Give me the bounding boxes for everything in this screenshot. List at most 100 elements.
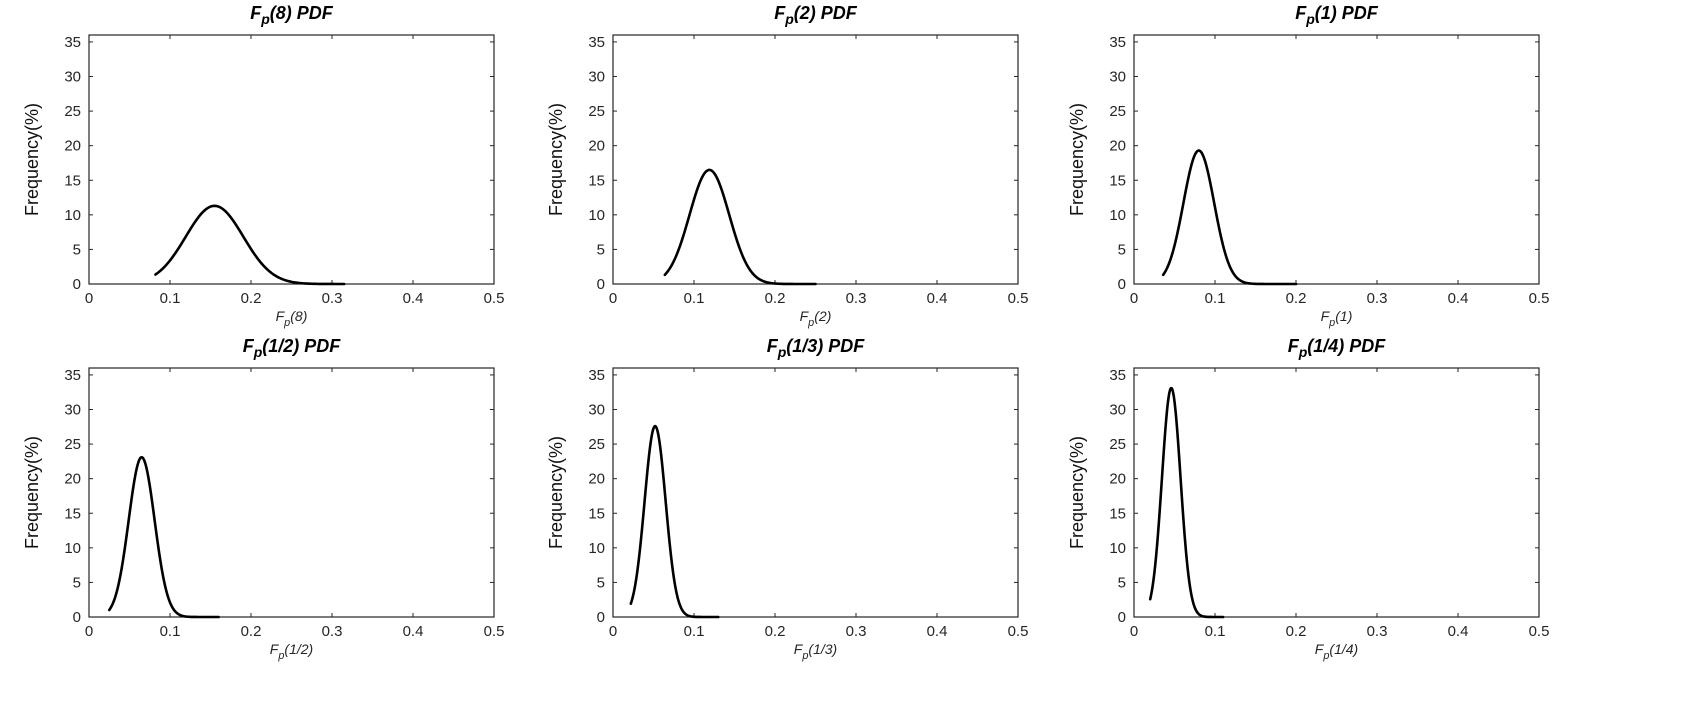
x-tick-label: 0.2 xyxy=(241,623,262,640)
y-tick-label: 0 xyxy=(597,609,605,626)
chart-title: Fp(8) PDF xyxy=(250,3,334,27)
x-tick-label: 0.4 xyxy=(403,290,424,307)
x-tick-label: 0.4 xyxy=(403,623,424,640)
y-tick-label: 20 xyxy=(64,138,81,155)
y-tick-label: 0 xyxy=(73,276,81,293)
y-tick-label: 35 xyxy=(64,34,81,51)
plot-area-box xyxy=(612,367,1019,618)
chart-title: Fp(1/4) PDF xyxy=(1288,336,1387,360)
y-tick-label: 30 xyxy=(588,69,605,86)
y-tick-label: 10 xyxy=(1109,207,1126,224)
chart-title-sub: p xyxy=(1298,344,1308,360)
x-axis-label: Fp(1/3) xyxy=(794,641,837,662)
x-tick-label: 0 xyxy=(609,623,617,640)
x-axis-label-sub: p xyxy=(283,317,290,329)
y-tick-label: 15 xyxy=(1109,505,1126,522)
chart-title-rest: (1/2) PDF xyxy=(262,336,341,356)
y-axis-label: Frequency(%) xyxy=(1067,103,1087,216)
subplot-3: 0 0.1 0.2 0.3 0.4 0.5 0 5 10 15 20 25 30 35 Frequency(… xyxy=(1067,3,1549,329)
subplot-6: 0 0.1 0.2 0.3 0.4 0.5 0 5 10 15 20 25 30 35 Frequency(… xyxy=(1067,336,1549,662)
y-tick-label: 35 xyxy=(64,367,81,384)
chart-title-main: F xyxy=(1295,3,1307,23)
chart-title-rest: (2) PDF xyxy=(794,3,858,23)
y-axis-label: Frequency(%) xyxy=(1067,436,1087,549)
x-axis-label: Fp(2) xyxy=(800,308,832,329)
y-tick-label: 35 xyxy=(588,34,605,51)
y-tick-label: 5 xyxy=(73,241,81,258)
subplot-5: 0 0.1 0.2 0.3 0.4 0.5 0 5 10 15 20 25 30 35 Frequency(… xyxy=(546,336,1028,662)
x-tick-label: 0.1 xyxy=(160,623,181,640)
y-tick-label: 30 xyxy=(1109,402,1126,419)
x-axis-label-rest: (1) xyxy=(1335,308,1352,324)
y-tick-label: 5 xyxy=(1118,574,1126,591)
y-tick-label: 30 xyxy=(64,69,81,86)
x-tick-label: 0.4 xyxy=(1448,290,1469,307)
subplot-4: 0 0.1 0.2 0.3 0.4 0.5 0 5 10 15 20 25 30 35 Frequency(… xyxy=(22,336,504,662)
chart-title-main: F xyxy=(250,3,262,23)
x-tick-label: 0.2 xyxy=(1286,623,1307,640)
pdf-curve-series-1 xyxy=(154,204,346,286)
y-axis-label: Frequency(%) xyxy=(546,103,566,216)
y-axis-label: Frequency(%) xyxy=(22,436,42,549)
x-tick-label: 0.1 xyxy=(1205,623,1226,640)
x-axis-label-main: F xyxy=(270,641,280,657)
chart-title-rest: (1/3) PDF xyxy=(786,336,865,356)
y-axis-label: Frequency(%) xyxy=(546,436,566,549)
y-tick-label: 15 xyxy=(1109,172,1126,189)
y-tick-label: 5 xyxy=(597,241,605,258)
x-axis-label-sub: p xyxy=(277,650,284,662)
y-axis-label: Frequency(%) xyxy=(22,103,42,216)
x-axis-label: Fp(8) xyxy=(276,308,308,329)
chart-title: Fp(1/3) PDF xyxy=(767,336,866,360)
y-tick-label: 20 xyxy=(588,138,605,155)
y-tick-label: 30 xyxy=(588,402,605,419)
y-tick-label: 20 xyxy=(64,471,81,488)
y-tick-label: 15 xyxy=(588,172,605,189)
chart-title-main: F xyxy=(767,336,779,356)
x-tick-label: 0.5 xyxy=(1008,290,1029,307)
y-tick-label: 5 xyxy=(73,574,81,591)
x-axis-label-main: F xyxy=(276,308,286,324)
pdf-curve-series-1 xyxy=(663,168,817,286)
y-tick-label: 15 xyxy=(64,505,81,522)
x-axis-label-main: F xyxy=(1315,641,1325,657)
y-tick-label: 10 xyxy=(64,207,81,224)
x-axis-label-sub: p xyxy=(801,650,808,662)
y-tick-label: 25 xyxy=(588,436,605,453)
x-tick-label: 0.4 xyxy=(927,290,948,307)
y-tick-label: 0 xyxy=(73,609,81,626)
chart-title-sub: p xyxy=(253,344,263,360)
y-tick-label: 10 xyxy=(1109,540,1126,557)
x-axis-label-rest: (1/4) xyxy=(1329,641,1358,657)
x-tick-label: 0.3 xyxy=(322,290,343,307)
x-tick-label: 0.1 xyxy=(160,290,181,307)
pdf-curve-series-1 xyxy=(1161,149,1298,286)
pdf-curve-series-1 xyxy=(629,424,720,619)
x-tick-label: 0.4 xyxy=(927,623,948,640)
plot-area-box xyxy=(1133,34,1540,285)
x-axis-label: Fp(1/2) xyxy=(270,641,313,662)
chart-title-main: F xyxy=(774,3,786,23)
x-axis-label-rest: (2) xyxy=(814,308,831,324)
x-tick-label: 0.5 xyxy=(1008,623,1029,640)
x-tick-label: 0 xyxy=(1130,290,1138,307)
plot-area-box xyxy=(88,367,495,618)
chart-title-sub: p xyxy=(777,344,787,360)
plot-area-box xyxy=(88,34,495,285)
chart-title: Fp(1) PDF xyxy=(1295,3,1379,27)
y-tick-label: 25 xyxy=(64,103,81,120)
y-tick-label: 10 xyxy=(588,540,605,557)
x-tick-label: 0.1 xyxy=(1205,290,1226,307)
x-axis-label: Fp(1) xyxy=(1321,308,1353,329)
y-tick-label: 35 xyxy=(588,367,605,384)
x-tick-label: 0.5 xyxy=(1529,290,1550,307)
pdf-curve-series-1 xyxy=(1148,386,1225,619)
x-axis-label-rest: (1/3) xyxy=(808,641,837,657)
x-axis-label-rest: (8) xyxy=(290,308,307,324)
x-axis-label-sub: p xyxy=(807,317,814,329)
y-tick-label: 30 xyxy=(64,402,81,419)
x-tick-label: 0 xyxy=(85,623,93,640)
y-tick-label: 25 xyxy=(1109,103,1126,120)
chart-title-rest: (1/4) PDF xyxy=(1307,336,1386,356)
